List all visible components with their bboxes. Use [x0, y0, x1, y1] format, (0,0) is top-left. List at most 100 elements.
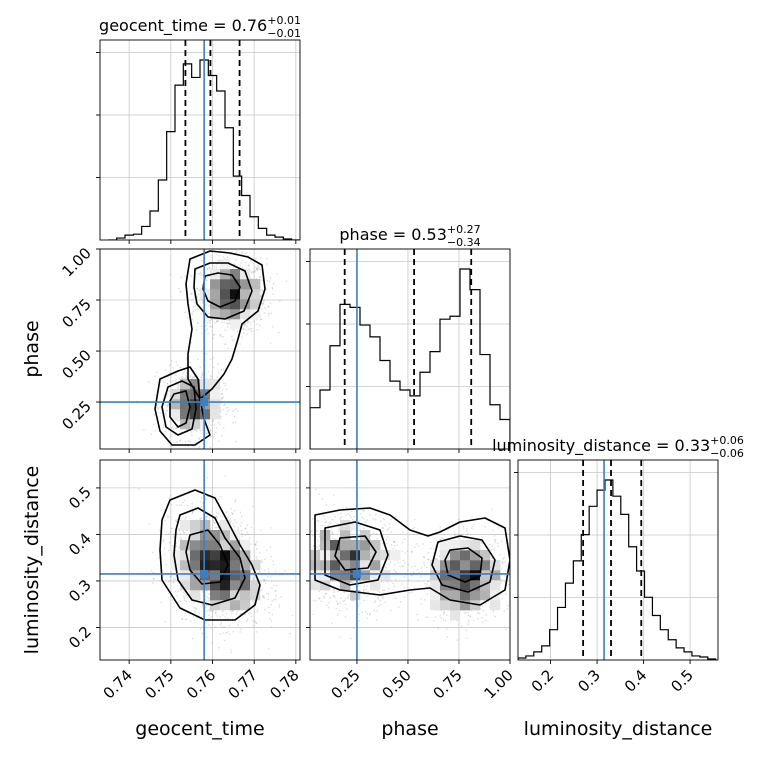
scatter-point [428, 585, 430, 587]
density-cell [210, 570, 221, 581]
scatter-point [233, 525, 235, 528]
scatter-point [232, 513, 234, 515]
scatter-point [318, 493, 320, 495]
scatter-point [229, 518, 232, 520]
scatter-point [173, 536, 176, 539]
scatter-point [393, 569, 396, 572]
scatter-point [231, 339, 234, 342]
scatter-point [231, 612, 233, 615]
scatter-point [231, 512, 233, 514]
scatter-point [240, 525, 242, 527]
scatter-point [212, 337, 214, 339]
scatter-point [199, 271, 202, 274]
scatter-point [171, 599, 173, 601]
scatter-point [207, 370, 210, 373]
scatter-point [389, 527, 391, 529]
scatter-point [357, 585, 359, 588]
scatter-point [221, 399, 223, 401]
scatter-point [467, 621, 470, 624]
scatter-point [174, 454, 175, 455]
scatter-point [170, 527, 173, 530]
scatter-point [255, 318, 258, 321]
scatter-point [224, 404, 226, 407]
scatter-point [398, 590, 400, 592]
scatter-point [223, 404, 225, 406]
scatter-point [301, 528, 302, 529]
scatter-point [370, 534, 372, 536]
scatter-point [357, 606, 359, 608]
scatter-point [184, 618, 187, 621]
scatter-point [182, 501, 184, 504]
scatter-point [199, 628, 201, 630]
scatter-point [264, 580, 266, 582]
scatter-point [390, 561, 392, 563]
scatter-point [177, 420, 179, 422]
scatter-point [167, 441, 169, 443]
scatter-point [208, 624, 210, 626]
scatter-point [269, 342, 272, 344]
scatter-point [199, 501, 202, 503]
scatter-point [367, 509, 369, 511]
scatter-point [167, 596, 170, 599]
scatter-point [164, 553, 166, 556]
scatter-point [325, 504, 328, 506]
scatter-point [256, 329, 258, 331]
scatter-point [350, 637, 352, 640]
scatter-point [336, 603, 339, 605]
scatter-point [485, 602, 487, 605]
scatter-point [317, 540, 319, 542]
scatter-point [236, 250, 238, 252]
contour-line [185, 250, 266, 400]
density-cell [240, 550, 251, 561]
scatter-point [207, 596, 209, 598]
scatter-point [259, 324, 261, 327]
scatter-point [200, 517, 202, 519]
density-cell [210, 580, 221, 591]
scatter-point [164, 519, 166, 522]
scatter-point [210, 326, 212, 328]
scatter-point [264, 608, 266, 611]
scatter-point [260, 296, 262, 298]
scatter-point [363, 509, 365, 512]
scatter-point [175, 542, 177, 544]
scatter-point [212, 334, 215, 336]
scatter-point [526, 579, 527, 580]
density-cell [220, 550, 231, 561]
scatter-point [171, 435, 173, 437]
contour-line [173, 507, 246, 606]
scatter-point [217, 526, 220, 529]
scatter-point [241, 535, 243, 537]
scatter-point [208, 319, 211, 321]
scatter-point [174, 590, 177, 593]
scatter-point [291, 553, 292, 554]
density-cell [200, 540, 211, 551]
scatter-point [197, 273, 199, 275]
scatter-point [192, 615, 195, 618]
scatter-point [199, 518, 202, 520]
scatter-point [386, 536, 389, 538]
scatter-point [212, 420, 214, 423]
scatter-point [166, 404, 168, 406]
scatter-point [232, 421, 234, 424]
scatter-point [217, 259, 219, 262]
scatter-point [263, 299, 265, 301]
scatter-point [178, 529, 181, 532]
scatter-point [250, 543, 252, 545]
scatter-point [245, 620, 248, 622]
scatter-point [178, 377, 181, 380]
scatter-point [210, 627, 212, 629]
scatter-point [246, 333, 248, 335]
scatter-point [505, 628, 507, 631]
scatter-point [400, 583, 403, 585]
scatter-point [266, 592, 268, 595]
scatter-point [260, 318, 262, 321]
scatter-point [305, 563, 306, 564]
scatter-point [190, 293, 192, 296]
scatter-point [218, 260, 221, 262]
scatter-point [246, 325, 248, 328]
scatter-point [271, 613, 274, 616]
scatter-point [187, 445, 190, 447]
scatter-point [350, 516, 352, 519]
scatter-point [258, 266, 260, 269]
